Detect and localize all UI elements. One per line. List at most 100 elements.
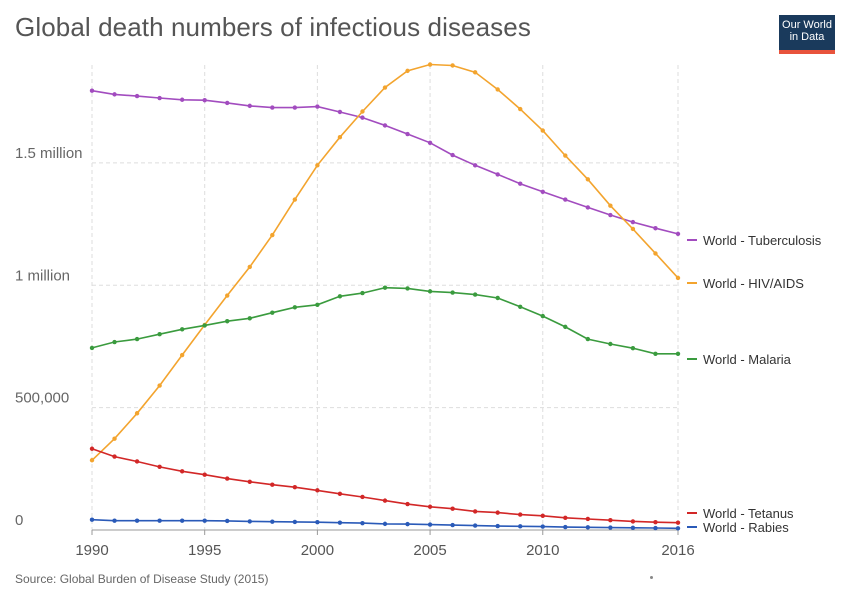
data-point[interactable] [405,286,410,291]
data-point[interactable] [179,518,185,523]
data-point[interactable] [653,226,658,231]
data-point[interactable] [630,345,636,351]
data-point[interactable] [225,319,230,324]
data-point[interactable] [472,163,478,168]
data-point[interactable] [427,504,433,509]
data-point[interactable] [179,352,185,358]
data-point[interactable] [382,85,388,90]
data-point[interactable] [495,523,500,529]
data-point[interactable] [337,109,343,115]
data-point[interactable] [270,105,275,110]
series-line[interactable] [91,286,678,355]
data-point[interactable] [653,251,658,256]
series-0[interactable] [89,88,681,237]
data-point[interactable] [360,109,365,114]
data-point[interactable] [472,509,478,514]
data-point[interactable] [360,115,365,120]
data-point[interactable] [202,472,207,477]
data-point[interactable] [495,172,500,177]
data-point[interactable] [427,62,433,67]
data-point[interactable] [608,525,613,530]
data-point[interactable] [450,63,455,68]
data-point[interactable] [179,327,185,332]
data-point[interactable] [563,324,568,330]
data-point[interactable] [472,292,478,297]
data-point[interactable] [225,476,230,481]
data-point[interactable] [585,525,591,530]
data-point[interactable] [675,231,681,237]
data-point[interactable] [179,469,185,474]
data-point[interactable] [89,88,95,93]
data-point[interactable] [518,524,523,529]
data-point[interactable] [89,517,95,522]
series-1[interactable] [89,62,681,463]
data-point[interactable] [134,93,140,99]
data-point[interactable] [112,92,117,97]
data-point[interactable] [382,123,388,128]
data-point[interactable] [112,518,117,523]
data-point[interactable] [202,518,207,523]
data-point[interactable] [540,189,545,194]
data-point[interactable] [202,323,207,328]
data-point[interactable] [247,264,252,270]
data-point[interactable] [179,97,185,102]
data-point[interactable] [112,436,117,441]
data-point[interactable] [608,518,613,523]
data-point[interactable] [540,128,545,133]
data-point[interactable] [225,100,230,106]
data-point[interactable] [157,464,162,470]
data-point[interactable] [337,520,343,525]
data-point[interactable] [157,383,162,388]
data-point[interactable] [563,515,568,520]
data-point[interactable] [337,491,343,496]
data-point[interactable] [630,226,636,232]
data-point[interactable] [585,516,591,522]
data-point[interactable] [360,290,365,296]
data-point[interactable] [134,411,140,416]
data-point[interactable] [563,153,568,158]
data-point[interactable] [360,520,365,526]
data-point[interactable] [405,131,410,137]
data-point[interactable] [653,525,658,531]
data-point[interactable] [450,152,455,158]
data-point[interactable] [247,103,252,109]
series-2[interactable] [89,285,681,356]
data-point[interactable] [675,275,681,281]
data-point[interactable] [315,519,320,525]
data-point[interactable] [518,181,523,186]
data-point[interactable] [292,519,298,525]
data-point[interactable] [382,285,388,290]
data-point[interactable] [112,339,117,345]
data-point[interactable] [157,518,162,523]
data-point[interactable] [675,526,681,531]
data-point[interactable] [89,446,95,451]
legend-item[interactable]: World - Tuberculosis [687,233,822,248]
data-point[interactable] [450,522,455,528]
data-point[interactable] [630,519,636,524]
data-point[interactable] [134,336,140,342]
data-point[interactable] [134,459,140,464]
data-point[interactable] [472,523,478,528]
data-point[interactable] [630,525,636,530]
data-point[interactable] [337,294,343,299]
data-point[interactable] [540,524,545,529]
data-point[interactable] [540,313,545,319]
data-point[interactable] [585,336,591,342]
data-point[interactable] [360,494,365,500]
data-point[interactable] [608,203,613,208]
series-3[interactable] [89,446,681,525]
data-point[interactable] [247,519,252,524]
data-point[interactable] [225,518,230,524]
data-point[interactable] [495,510,500,515]
data-point[interactable] [450,506,455,511]
data-point[interactable] [518,106,523,112]
data-point[interactable] [608,212,613,218]
series-line[interactable] [91,447,679,524]
data-point[interactable] [495,295,500,301]
data-point[interactable] [405,521,410,527]
data-point[interactable] [292,197,298,202]
data-point[interactable] [405,68,410,74]
data-point[interactable] [405,501,410,507]
data-point[interactable] [270,482,275,487]
data-point[interactable] [540,513,545,519]
